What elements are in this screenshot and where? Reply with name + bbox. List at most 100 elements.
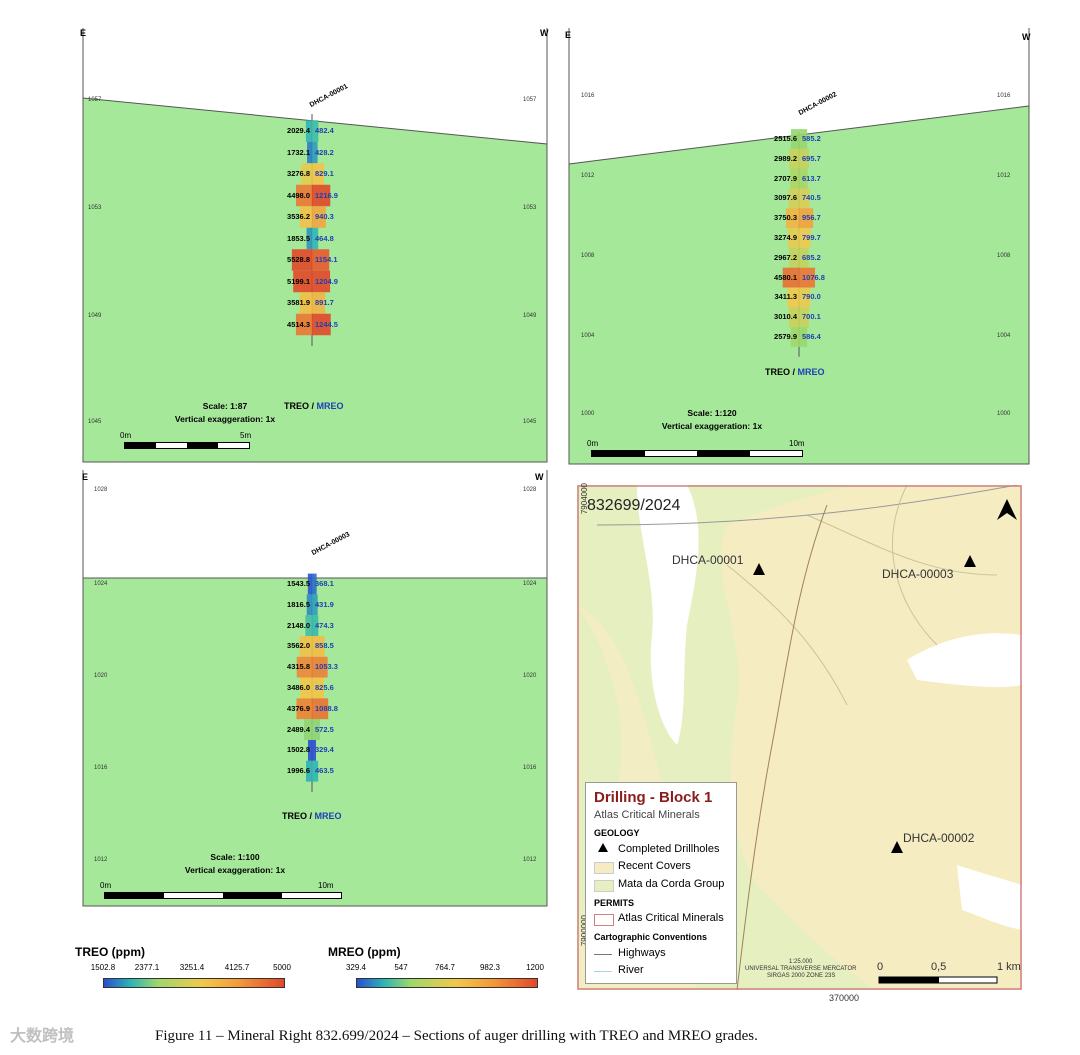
mreo-grade-cell (799, 327, 808, 347)
treo-grade-cell (790, 327, 799, 347)
datum: SIRGAS 2000 ZONE 23S (767, 973, 836, 979)
treo-grade-cell (787, 228, 799, 248)
scale-block: Scale: 1:100 Vertical exaggeration: 1x (150, 852, 320, 875)
legend-permits: PERMITS (594, 898, 635, 908)
recent-swatch (594, 862, 614, 874)
highway-line (594, 954, 612, 955)
elevation-label: 1053 (88, 205, 102, 211)
treo-tick: 4125.7 (224, 963, 250, 972)
treo-label: TREO / (282, 811, 313, 821)
treo-value: 3411.3 (774, 292, 797, 302)
section-1: E W 2029.4 482.4 1732.1 428.2 3276.8 829.1 449… (80, 28, 550, 464)
treo-mreo-label: TREO / MREO (282, 811, 342, 821)
mreo-value: 428.2 (315, 147, 334, 157)
scale-bar-segment (187, 443, 218, 448)
mreo-value: 368.1 (315, 579, 334, 588)
elevation-label: 1012 (94, 857, 108, 863)
scale-bar-end: 5m (240, 431, 252, 440)
watermark: 大数跨境 (10, 1028, 75, 1045)
mreo-grade-cell (312, 120, 319, 142)
treo-grade-cell (304, 719, 312, 740)
elevation-label: 1004 (997, 333, 1011, 339)
permit-number: 832699/2024 (587, 497, 681, 514)
treo-grade-cell (787, 287, 799, 308)
elevation-label: 1016 (523, 765, 537, 771)
mata-swatch (594, 880, 614, 892)
mreo-value: 1053.3 (315, 662, 338, 672)
treo-grade-cell (299, 636, 312, 657)
elevation-label: 1012 (581, 173, 595, 179)
triangle-icon (598, 843, 608, 852)
treo-value: 2707.9 (774, 173, 797, 183)
elevation-label: 1024 (94, 581, 108, 587)
map-scale-1km: 1 km (997, 961, 1021, 973)
treo-value: 3562.0 (287, 641, 310, 651)
treo-value: 3276.8 (287, 169, 310, 178)
vertical-exaggeration: Vertical exaggeration: 1x (174, 414, 276, 424)
west-label: W (535, 472, 544, 482)
scale-bar (591, 450, 803, 457)
east-label: E (82, 472, 89, 482)
treo-grade-cell (307, 141, 312, 164)
mreo-value: 463.5 (315, 766, 334, 776)
treo-value: 3097.6 (774, 193, 797, 203)
vertical-exaggeration: Vertical exaggeration: 1x (661, 421, 763, 431)
mreo-value: 474.3 (315, 620, 334, 630)
legend-carto: Cartographic Conventions (594, 932, 708, 942)
mreo-tick: 1200 (526, 963, 544, 972)
map-hole-2: DHCA-00002 (903, 831, 975, 845)
mreo-grade-cell (312, 141, 318, 164)
scale-ratio: 1:25.000 (789, 959, 813, 965)
treo-value: 3010.4 (774, 312, 797, 322)
treo-value: 3486.0 (287, 683, 310, 692)
scale-block: Scale: 1:87 Vertical exaggeration: 1x (140, 401, 310, 424)
treo-value: 3274.9 (774, 233, 797, 242)
mreo-colorbar-title: MREO (ppm) (328, 945, 401, 959)
mreo-grade-cell (312, 184, 331, 207)
treo-grade-cell (785, 208, 799, 229)
treo-colorbar-title: TREO (ppm) (75, 945, 145, 959)
mreo-grade-cell (312, 656, 328, 678)
elevation-label: 1000 (581, 411, 595, 417)
scale-text: Scale: 1:120 (687, 408, 737, 418)
mreo-grade-cell (312, 740, 316, 761)
treo-value: 4580.1 (774, 272, 797, 282)
treo-grade-cell (306, 594, 312, 616)
map-scale-half: 0,5 (931, 961, 947, 973)
map-hole-3: DHCA-00003 (882, 567, 954, 581)
elevation-label: 1008 (581, 253, 595, 259)
mreo-grade-cell (312, 292, 326, 314)
elevation-label: 1012 (523, 857, 537, 863)
elevation-label: 1045 (523, 419, 537, 425)
treo-value: 2989.2 (774, 153, 797, 163)
east-label: E (565, 30, 572, 40)
mreo-value: 464.8 (315, 233, 334, 243)
mreo-grade-cell (312, 249, 330, 271)
treo-grade-cell (299, 206, 312, 228)
mreo-value: 329.4 (315, 745, 334, 755)
treo-value: 1996.6 (287, 766, 310, 776)
scale-bar-segment (282, 893, 341, 898)
mreo-grade-cell (312, 206, 326, 228)
scale-bar-segment (125, 443, 156, 448)
treo-grade-cell (291, 249, 312, 271)
mreo-grade-cell (799, 287, 811, 308)
scale-bar-segment (218, 443, 249, 448)
elevation-label: 1057 (523, 97, 537, 103)
treo-value: 3536.2 (287, 212, 310, 221)
elevation-label: 1020 (523, 673, 537, 679)
elevation-label: 1049 (523, 313, 537, 319)
legend-mata: Mata da Corda Group (618, 878, 725, 890)
mreo-value: 1244.5 (315, 319, 338, 329)
mreo-grade-cell (312, 594, 318, 616)
elevation-label: 1008 (997, 253, 1011, 259)
scale-bar-segment (592, 451, 645, 456)
mreo-grade-cell (799, 148, 809, 169)
treo-grade-cell (790, 168, 799, 189)
mreo-value: 1204.9 (315, 276, 338, 286)
scale-bar-end: 10m (318, 881, 334, 890)
treo-value: 1816.5 (287, 599, 310, 609)
mreo-value: 586.4 (802, 332, 821, 341)
mreo-value: 685.2 (802, 252, 821, 262)
mreo-grade-cell (312, 227, 319, 250)
